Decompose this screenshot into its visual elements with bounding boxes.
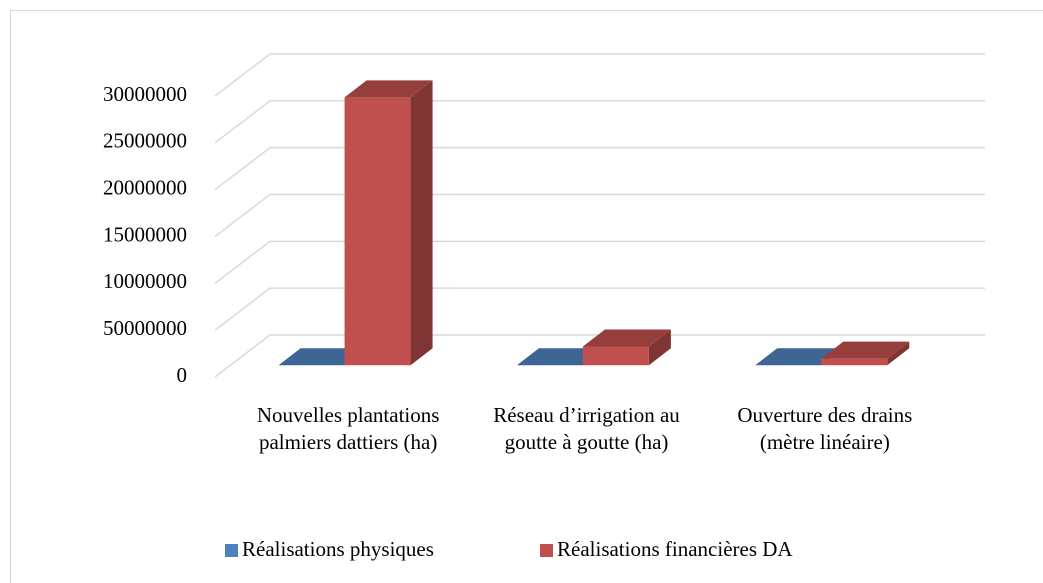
bar-front <box>582 346 649 366</box>
y-tick-label: 30000000 <box>103 82 187 106</box>
legend-swatch <box>540 544 553 557</box>
y-tick-label: 20000000 <box>103 175 187 199</box>
grid-line <box>214 240 985 284</box>
bar-front <box>821 358 888 366</box>
grid-line <box>214 287 985 331</box>
bar <box>821 341 910 366</box>
y-tick-label: 0 <box>177 363 188 387</box>
bar-top <box>821 341 910 359</box>
y-tick-label: 15000000 <box>103 222 187 246</box>
y-tick-label: 50000000 <box>103 316 187 340</box>
bar-front <box>344 97 411 366</box>
grid-line <box>214 146 985 191</box>
y-tick-label: 25000000 <box>103 129 187 153</box>
bar-top <box>344 80 433 98</box>
grid-line <box>214 334 985 378</box>
bar <box>344 80 433 366</box>
bar-side <box>887 341 910 366</box>
bar-side <box>648 329 671 366</box>
bar-top <box>582 329 671 347</box>
legend-label: Réalisations physiques <box>242 537 434 561</box>
grid-line <box>214 193 985 238</box>
legend-swatch <box>225 544 238 557</box>
y-tick-label: 10000000 <box>103 269 187 293</box>
bar <box>582 329 671 366</box>
grid-line <box>214 100 985 144</box>
x-tick-label: Nouvelles plantations palmiers dattiers … <box>256 403 440 454</box>
x-tick-label: Ouverture des drains (mètre linéaire) <box>737 403 913 454</box>
legend-label: Réalisations financières DA <box>557 537 793 561</box>
chart-border <box>10 10 1043 583</box>
x-tick-label: Réseau d’irrigation au goutte à goutte (… <box>493 403 680 454</box>
bar-side <box>410 80 433 366</box>
grid-line <box>214 53 985 97</box>
